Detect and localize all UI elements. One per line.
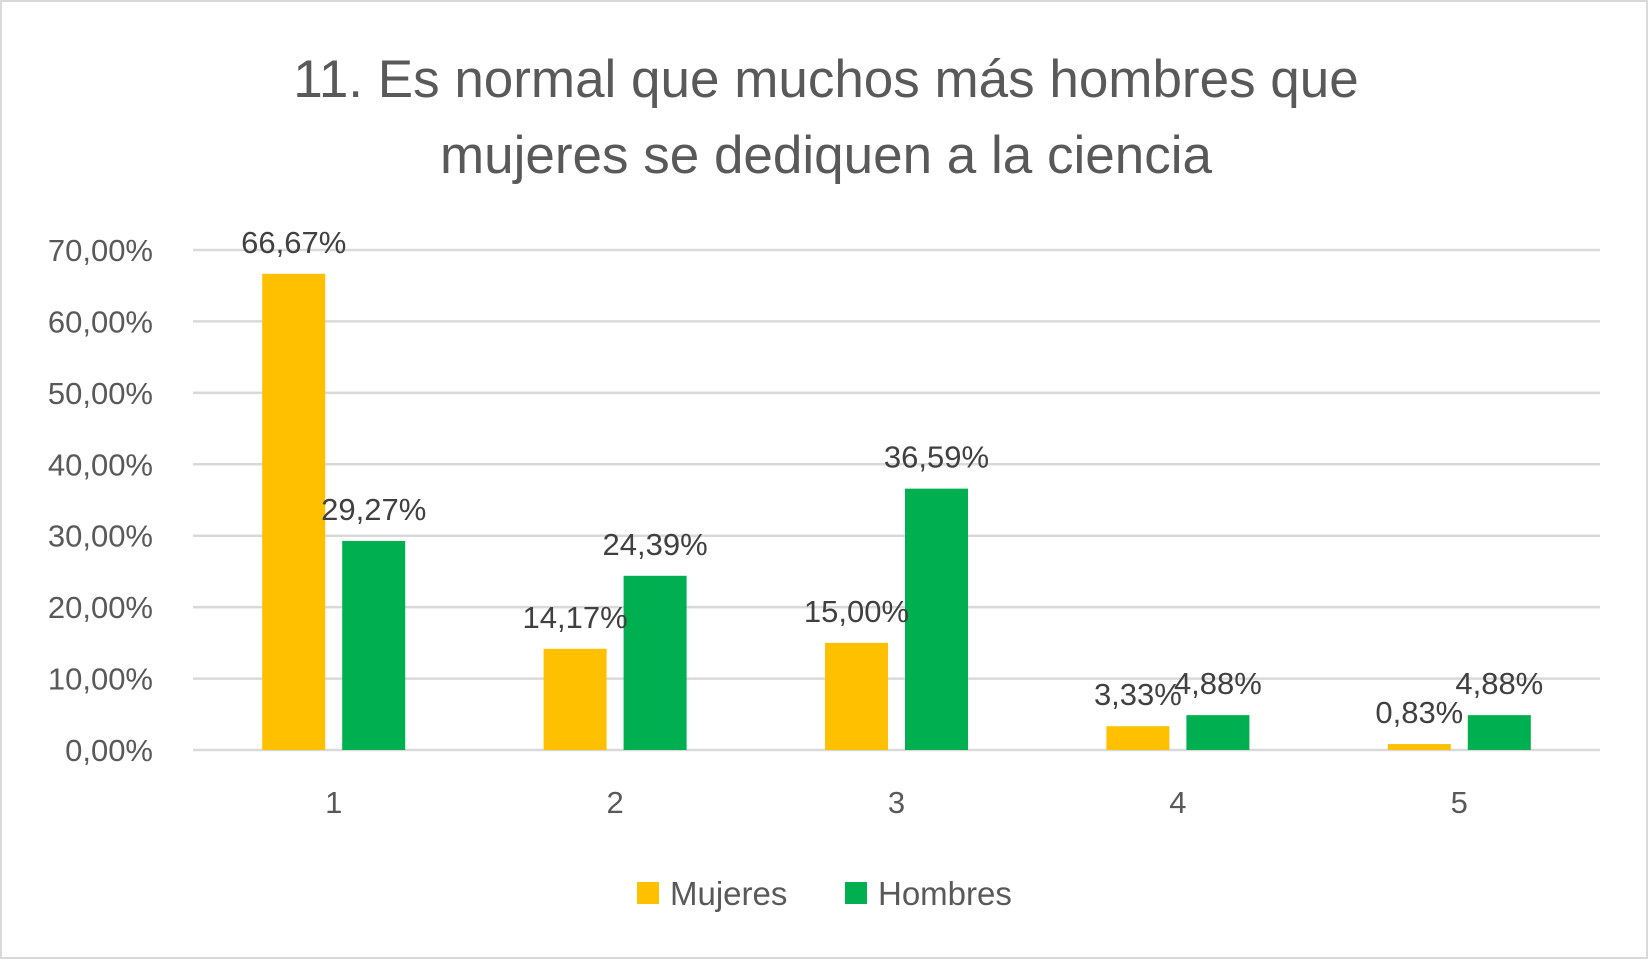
data-label: 66,67% bbox=[241, 225, 346, 260]
data-label: 15,00% bbox=[804, 594, 909, 629]
x-tick-label: 4 bbox=[1169, 785, 1186, 820]
legend-label-mujeres: Mujeres bbox=[670, 875, 787, 912]
data-label: 29,27% bbox=[321, 492, 426, 527]
chart-title-line-2: mujeres se dediquen a la ciencia bbox=[440, 126, 1212, 185]
bar-mujeres bbox=[543, 648, 607, 750]
bar-mujeres bbox=[262, 273, 326, 750]
y-tick-label: 30,00% bbox=[48, 519, 153, 554]
y-tick-label: 50,00% bbox=[48, 376, 153, 411]
legend-label-hombres: Hombres bbox=[878, 875, 1012, 912]
y-tick-label: 60,00% bbox=[48, 304, 153, 339]
y-tick-label: 40,00% bbox=[48, 447, 153, 482]
x-tick-label: 2 bbox=[606, 785, 623, 820]
y-tick-label: 70,00% bbox=[48, 233, 153, 268]
y-tick-label: 20,00% bbox=[48, 590, 153, 625]
bar-hombres bbox=[1467, 715, 1531, 750]
y-tick-label: 10,00% bbox=[48, 662, 153, 697]
data-label: 36,59% bbox=[884, 440, 989, 475]
x-tick-label: 1 bbox=[325, 785, 342, 820]
bar-mujeres bbox=[1106, 726, 1170, 750]
data-label: 4,88% bbox=[1455, 666, 1543, 701]
x-tick-label: 5 bbox=[1451, 785, 1468, 820]
data-label: 24,39% bbox=[603, 527, 708, 562]
bar-mujeres bbox=[1387, 744, 1451, 750]
legend-swatch-hombres bbox=[845, 882, 867, 904]
legend-swatch-mujeres bbox=[637, 882, 659, 904]
bar-hombres bbox=[905, 488, 968, 750]
x-tick-label: 3 bbox=[888, 785, 905, 820]
chart-title-line-1: 11. Es normal que muchos más hombres que bbox=[293, 50, 1358, 109]
bar-hombres bbox=[623, 575, 687, 750]
data-label: 0,83% bbox=[1375, 695, 1463, 730]
data-label: 4,88% bbox=[1174, 666, 1262, 701]
bar-hombres bbox=[342, 540, 406, 750]
bar-hombres bbox=[1186, 715, 1250, 750]
bar-mujeres bbox=[825, 642, 888, 750]
data-label: 14,17% bbox=[523, 600, 628, 635]
data-label: 3,33% bbox=[1094, 677, 1182, 712]
y-tick-label: 0,00% bbox=[65, 733, 153, 768]
